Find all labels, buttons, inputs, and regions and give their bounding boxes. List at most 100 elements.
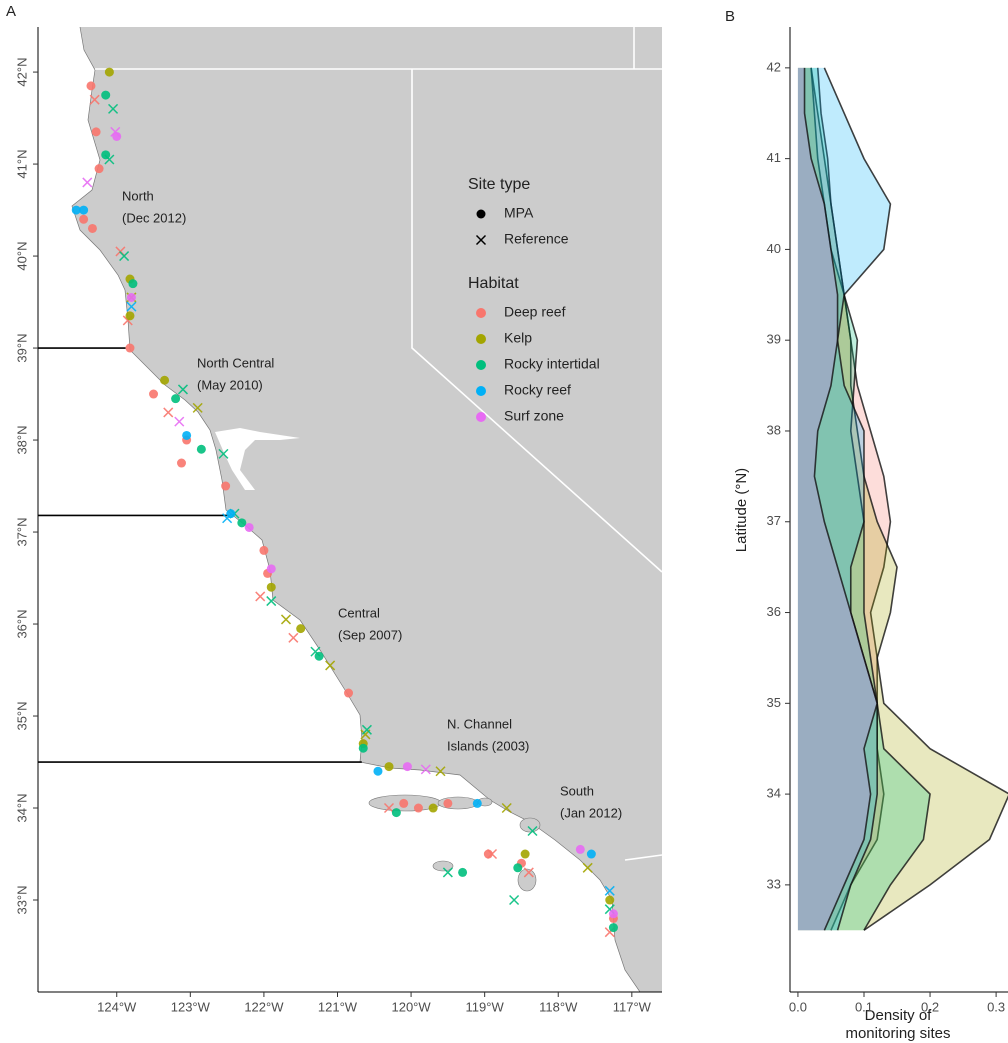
site-mpa — [384, 762, 394, 772]
site-mpa — [171, 394, 181, 404]
site-mpa — [605, 895, 615, 905]
density-line — [823, 67, 892, 931]
site-mpa — [575, 844, 585, 854]
site-mpa — [608, 923, 618, 933]
region-label: South — [560, 783, 594, 798]
site-mpa — [259, 545, 269, 555]
site-reference — [82, 177, 93, 188]
y-tick-label: 40 — [767, 241, 781, 256]
legend-label: Surf zone — [504, 408, 564, 424]
y-tick-label: 40°N — [14, 242, 29, 271]
site-reference — [435, 766, 446, 777]
site-mpa — [79, 214, 89, 224]
site-reference — [119, 251, 130, 262]
y-tick-label: 39°N — [14, 334, 29, 363]
border — [624, 854, 662, 861]
x-tick-label: 117°W — [613, 999, 652, 1014]
site-mpa — [182, 430, 192, 440]
island — [517, 868, 537, 892]
y-axis-title: Latitude (°N) — [733, 468, 750, 552]
y-tick-label: 39 — [767, 332, 781, 347]
region-label: N. Channel — [447, 716, 512, 731]
site-reference — [582, 862, 593, 873]
density-area — [797, 67, 878, 931]
density-layer — [797, 67, 1008, 931]
site-mpa — [373, 766, 383, 776]
y-tick-label: 33 — [767, 876, 781, 891]
site-reference — [509, 894, 520, 906]
site-mpa — [104, 67, 114, 77]
site-mpa — [112, 131, 122, 141]
legend-label: Rocky intertidal — [504, 356, 600, 372]
x-axis-title: Density of — [865, 1007, 933, 1024]
legend-label: Kelp — [504, 330, 532, 346]
site-reference — [266, 596, 277, 607]
legend-label: Reference — [504, 231, 569, 247]
x-tick-label: 121°W — [318, 999, 358, 1014]
site-mpa — [520, 849, 530, 859]
site-reference — [501, 802, 512, 814]
y-tick-label: 38°N — [14, 426, 29, 455]
y-tick-label: 36°N — [14, 610, 29, 639]
legend-label: Rocky reef — [504, 382, 571, 398]
region-label: North Central — [197, 355, 274, 370]
density-area — [797, 67, 891, 931]
density-area — [797, 67, 891, 931]
site-reference — [104, 154, 115, 165]
site-reference — [177, 384, 188, 395]
site-mpa — [149, 389, 159, 399]
x-tick-label: 0.2 — [921, 999, 939, 1014]
region-label: North — [122, 188, 154, 203]
density-area — [797, 67, 931, 931]
legend-key — [476, 209, 486, 219]
site-mpa — [413, 803, 423, 813]
x-axis-title: monitoring sites — [845, 1025, 950, 1042]
site-reference — [361, 724, 372, 735]
site-mpa — [128, 279, 138, 289]
site-mpa — [266, 582, 276, 592]
x-tick-label: 0.1 — [855, 999, 873, 1014]
y-tick-label: 42 — [767, 59, 781, 74]
site-mpa — [221, 481, 231, 491]
site-mpa — [126, 292, 136, 302]
site-mpa — [87, 223, 97, 233]
region-label: Islands (2003) — [447, 738, 529, 753]
site-reference — [420, 764, 431, 775]
site-mpa — [391, 808, 401, 818]
site-reference — [174, 416, 185, 427]
legend-key — [476, 334, 486, 344]
x-tick-label: 120°W — [391, 999, 431, 1014]
site-reference — [310, 646, 321, 657]
y-tick-label: 37 — [767, 513, 781, 528]
x-tick-label: 118°W — [539, 999, 578, 1014]
site-mpa — [244, 522, 254, 532]
legend-title: Site type — [468, 176, 530, 193]
y-tick-label: 35 — [767, 695, 781, 710]
site-reference — [383, 802, 395, 814]
x-tick-label: 122°W — [244, 999, 284, 1014]
site-mpa — [79, 205, 89, 215]
site-reference — [222, 513, 233, 524]
site-mpa — [458, 867, 468, 877]
x-tick-label: 119°W — [466, 999, 505, 1014]
legend-key — [476, 360, 486, 370]
site-mpa — [344, 688, 354, 698]
legend-key — [476, 308, 486, 318]
site-mpa — [176, 458, 186, 468]
site-reference — [255, 591, 266, 602]
y-tick-label: 36 — [767, 604, 781, 619]
island — [519, 817, 541, 833]
state-borders — [95, 27, 662, 861]
region-label: (Dec 2012) — [122, 210, 186, 225]
y-tick-label: 41 — [767, 150, 781, 165]
map-base — [38, 27, 662, 992]
site-reference — [442, 867, 453, 878]
site-mpa — [160, 375, 170, 385]
density-line — [816, 67, 931, 931]
region-label: (Jan 2012) — [560, 805, 622, 820]
x-tick-label: 124°W — [97, 999, 137, 1014]
site-reference — [126, 301, 137, 312]
island — [432, 860, 454, 872]
